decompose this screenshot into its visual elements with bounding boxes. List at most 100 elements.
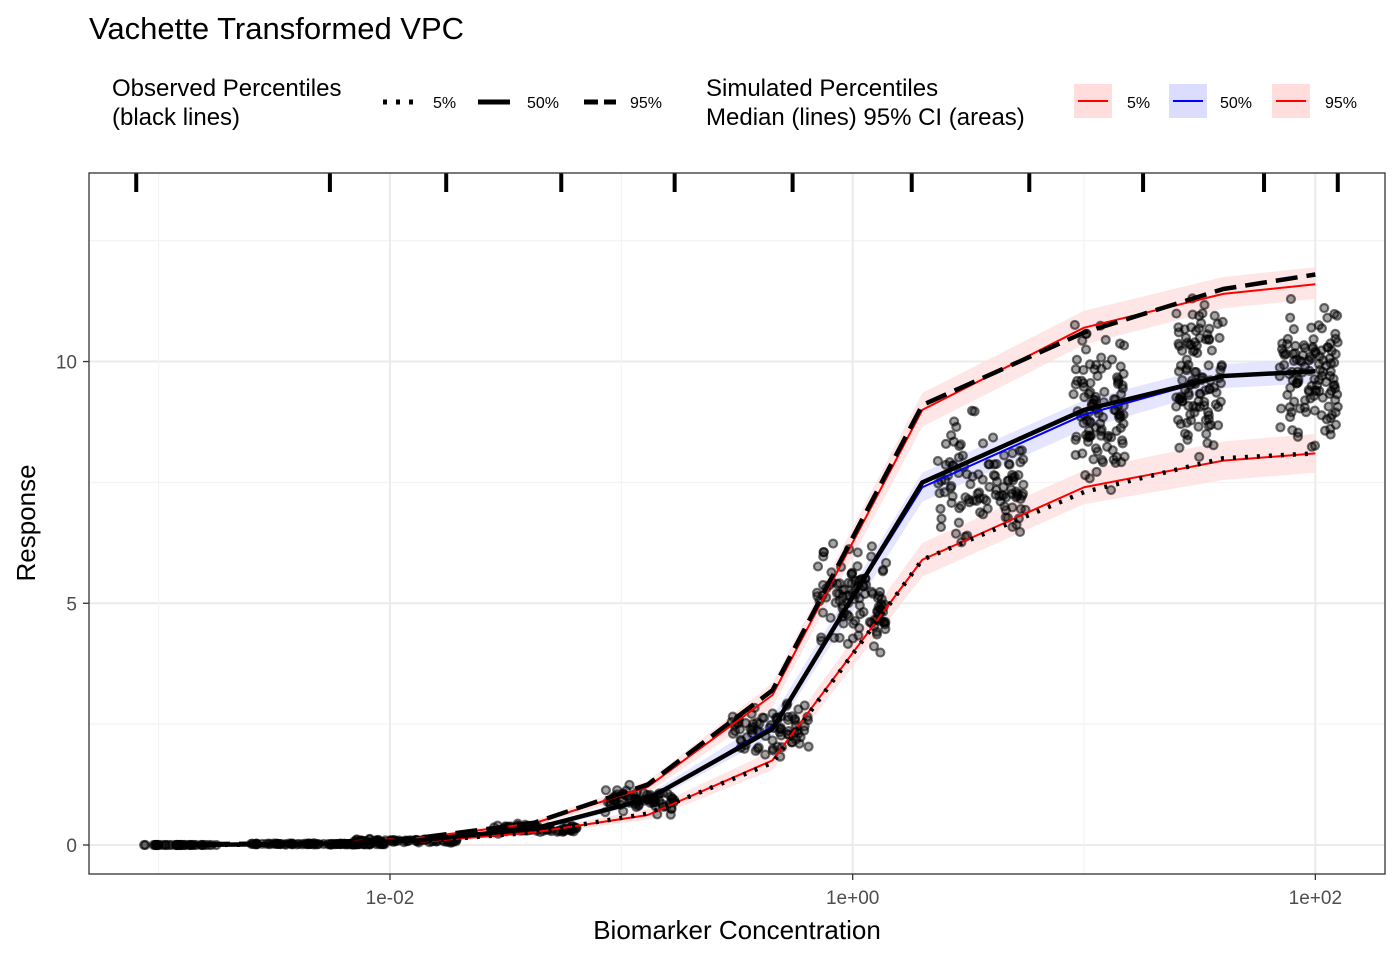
observed-point <box>1116 389 1127 400</box>
observed-point <box>1286 407 1297 418</box>
observed-point <box>1183 387 1194 399</box>
bin-edge-markers <box>134 173 1340 192</box>
observed-point <box>1329 379 1340 390</box>
observed-point <box>1214 332 1225 344</box>
observed-point <box>1316 410 1327 421</box>
observed-point <box>1323 401 1334 412</box>
observed-point <box>760 749 771 760</box>
observed-point <box>812 591 823 602</box>
observed-point <box>1203 334 1215 345</box>
observed-point <box>1287 425 1298 436</box>
observed-point <box>866 541 877 552</box>
observed-point <box>1090 359 1102 371</box>
observed-point <box>1116 457 1127 468</box>
y-tick-label: 0 <box>66 836 77 857</box>
observed-point <box>1195 388 1206 399</box>
y-tick-label: 10 <box>56 353 77 374</box>
observed-point <box>600 785 611 796</box>
observed-point <box>1084 425 1095 436</box>
x-tick-label: 1e+02 <box>1289 888 1342 909</box>
observed-point <box>803 741 814 752</box>
observed-point <box>1324 388 1335 400</box>
observed-point <box>1172 414 1184 425</box>
x-tick-label: 1e-02 <box>366 888 415 909</box>
observed-point <box>816 632 827 643</box>
observed-point <box>1206 345 1217 356</box>
observed-point <box>1197 308 1208 319</box>
observed-point <box>1007 448 1018 459</box>
observed-point <box>1209 310 1220 321</box>
observed-point <box>995 496 1006 507</box>
observed-point <box>1313 320 1324 331</box>
observed-point <box>1004 459 1015 470</box>
observed-point <box>1203 360 1214 371</box>
observed-point <box>667 793 678 804</box>
observed-point <box>1174 340 1185 351</box>
observed-point <box>858 606 869 618</box>
observed-point <box>1288 324 1299 335</box>
observed-point <box>946 430 957 441</box>
observed-point <box>1201 428 1212 440</box>
observed-point <box>945 482 956 494</box>
observed-point <box>1092 446 1103 457</box>
observed-point <box>1187 309 1198 320</box>
observed-point <box>1118 409 1129 420</box>
observed-point <box>1185 409 1196 420</box>
observed-point <box>1181 417 1192 428</box>
observed-point <box>1193 421 1204 432</box>
observed-point <box>1118 340 1130 351</box>
legend-simulated-title-line2: Median (lines) 95% CI (areas) <box>706 104 1025 131</box>
observed-point <box>953 517 964 528</box>
observed-point <box>1173 327 1184 338</box>
observed-point <box>754 718 765 729</box>
observed-point <box>1306 441 1317 452</box>
observed-point <box>1322 312 1333 323</box>
observed-point <box>775 724 787 735</box>
observed-point <box>767 745 779 756</box>
observed-point <box>1287 375 1298 386</box>
legend-simulated-p50-label: 50% <box>1220 95 1252 112</box>
observed-p95-line <box>176 272 1316 847</box>
observed-point <box>1105 484 1117 496</box>
observed-point <box>1212 318 1223 329</box>
x-tick-label: 1e+00 <box>826 888 879 909</box>
observed-point <box>817 607 829 618</box>
legend-observed-p95-label: 95% <box>630 95 662 112</box>
observed-point <box>967 471 978 482</box>
y-axis-title: Response <box>11 464 41 581</box>
legend-simulated-p5-label: 5% <box>1127 95 1150 112</box>
observed-point <box>1282 389 1293 401</box>
observed-point <box>1007 469 1018 480</box>
observed-point <box>153 839 164 851</box>
legend-simulated: Simulated Percentiles Median (lines) 95%… <box>706 75 1357 131</box>
observed-point <box>946 497 957 509</box>
observed-point <box>1331 310 1343 321</box>
observed-point <box>1215 378 1226 389</box>
observed-point <box>1091 466 1102 477</box>
observed-point <box>936 513 947 524</box>
observed-point <box>879 617 890 628</box>
observed-point <box>1310 346 1321 357</box>
observed-point <box>1330 348 1341 360</box>
observed-point <box>1305 393 1316 404</box>
x-axis-title: Biomarker Concentration <box>593 915 881 945</box>
observed-point <box>825 612 836 623</box>
observed-point <box>950 528 962 539</box>
observed-point <box>1289 396 1300 407</box>
simulated-ci-areas <box>176 267 1316 845</box>
observed-point <box>1292 431 1303 442</box>
observed-point <box>846 568 857 579</box>
observed-point <box>1319 425 1331 436</box>
observed-point <box>1070 449 1081 461</box>
observed-point <box>1080 470 1091 481</box>
observed-point <box>1117 435 1128 446</box>
observed-point <box>1115 422 1126 434</box>
observed-point <box>1171 308 1182 319</box>
legend-observed-p50-label: 50% <box>527 95 559 112</box>
observed-point <box>990 489 1001 500</box>
observed-point <box>868 641 880 652</box>
observed-point <box>983 459 994 470</box>
observed-point <box>139 839 150 851</box>
observed-point <box>812 561 824 572</box>
observed-point <box>1176 393 1187 404</box>
